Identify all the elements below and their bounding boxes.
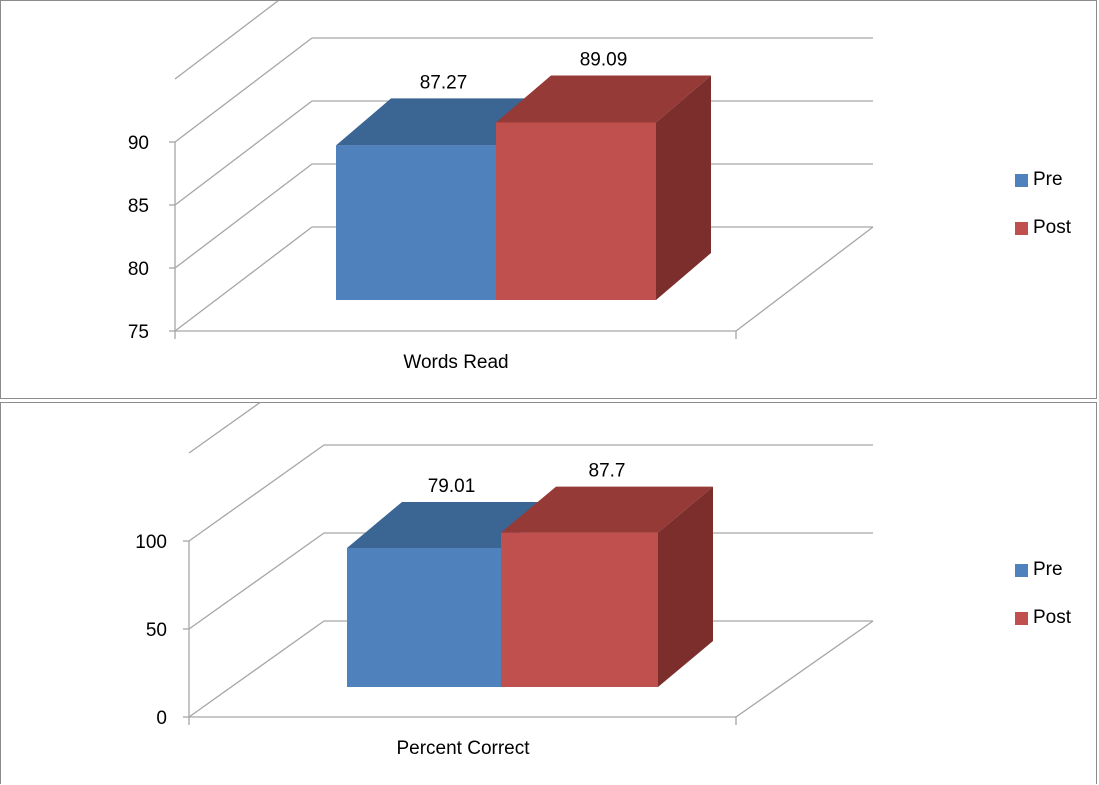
side-wall-gridline xyxy=(174,1,279,80)
bar-post xyxy=(501,532,658,687)
legend: Pre Post xyxy=(1015,168,1071,264)
legend-swatch-pre xyxy=(1015,174,1028,187)
side-wall-gridline xyxy=(174,163,313,269)
legend-label-pre: Pre xyxy=(1033,559,1063,580)
legend-item-pre: Pre xyxy=(1015,558,1071,582)
data-label-post: 87.7 xyxy=(589,461,626,482)
bar-top-post xyxy=(496,75,711,123)
words-read-chart: 75 80 85 90 87.27 89.09 Words Read xyxy=(128,1,874,373)
legend-item-post: Post xyxy=(1015,606,1071,630)
side-wall-gridline xyxy=(188,620,325,718)
y-tick-label: 75 xyxy=(128,322,149,343)
data-label-pre: 87.27 xyxy=(420,72,468,93)
chart-panel-percent-correct: 0 50 100 79.01 87.7 Percent Correct Pre Post xyxy=(0,402,1097,784)
legend: Pre Post xyxy=(1015,558,1071,654)
side-wall-gridline xyxy=(174,100,313,206)
y-tick-label: 0 xyxy=(156,708,167,729)
side-wall-gridline xyxy=(188,444,325,542)
bar-side-post xyxy=(656,75,711,300)
legend-swatch-pre xyxy=(1015,564,1028,577)
data-label-pre: 79.01 xyxy=(428,476,476,497)
side-wall-gridline xyxy=(188,532,325,630)
y-tick-label: 100 xyxy=(135,532,167,553)
legend-label-post: Post xyxy=(1033,217,1072,238)
floor-right-edge xyxy=(735,226,874,332)
bar-pre xyxy=(347,547,501,687)
bar-side-post xyxy=(658,486,713,687)
side-wall-gridline xyxy=(188,403,261,454)
legend-label-pre: Pre xyxy=(1033,169,1063,190)
data-label-post: 89.09 xyxy=(580,49,628,70)
y-tick-label: 90 xyxy=(128,133,149,154)
bar-top-post xyxy=(501,486,713,533)
side-wall-gridline xyxy=(174,37,313,143)
side-wall-gridline xyxy=(174,226,313,332)
legend-item-post: Post xyxy=(1015,216,1071,240)
chart-panel-words-read: 75 80 85 90 87.27 89.09 Words Read Pre Post xyxy=(0,0,1097,399)
legend-swatch-post xyxy=(1015,222,1028,235)
bar-pre xyxy=(336,145,496,300)
y-tick-label: 80 xyxy=(128,259,149,280)
x-category-label: Words Read xyxy=(403,352,508,373)
legend-label-post: Post xyxy=(1033,607,1072,628)
percent-correct-chart: 0 50 100 79.01 87.7 Percent Correct xyxy=(135,403,874,759)
x-category-label: Percent Correct xyxy=(396,738,530,759)
legend-item-pre: Pre xyxy=(1015,168,1071,192)
y-tick-label: 85 xyxy=(128,196,149,217)
floor-right-edge xyxy=(735,620,874,718)
y-tick-label: 50 xyxy=(146,620,167,641)
legend-swatch-post xyxy=(1015,612,1028,625)
bar-post xyxy=(496,122,656,300)
